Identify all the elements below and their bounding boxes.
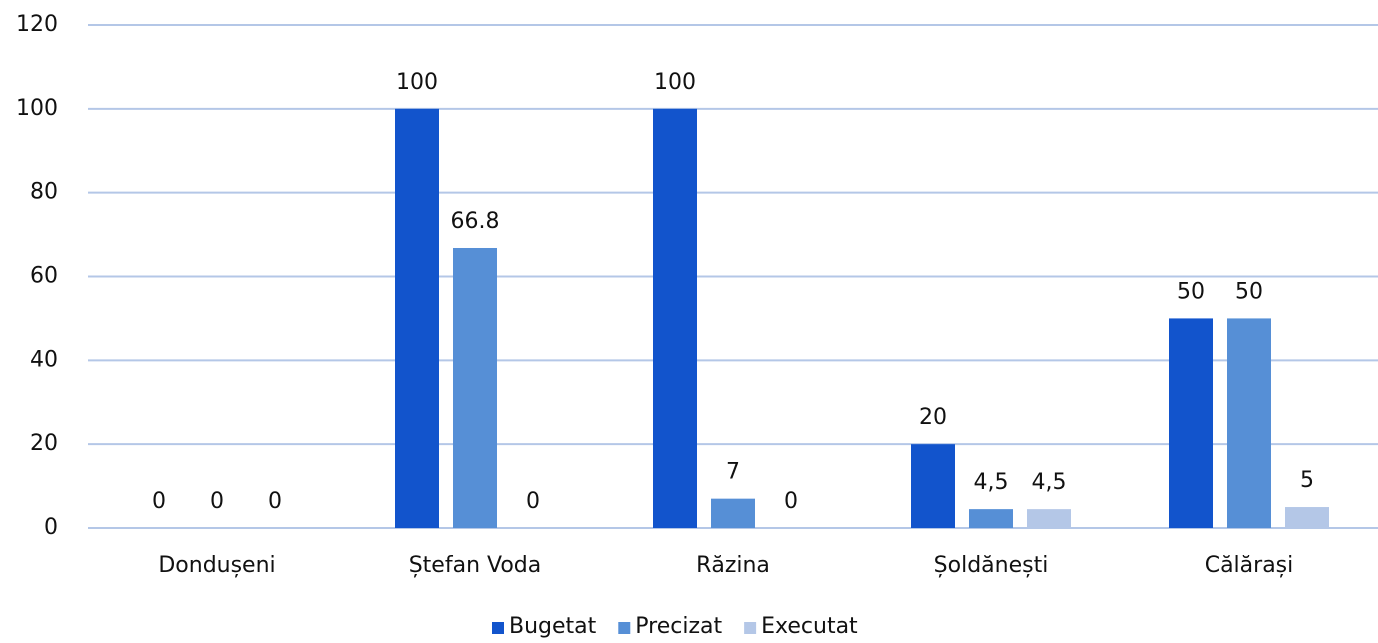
- y-tick-label: 40: [30, 347, 58, 372]
- data-label: 100: [396, 70, 438, 95]
- y-tick-label: 60: [30, 264, 58, 289]
- data-label: 20: [919, 405, 947, 430]
- data-label: 50: [1235, 279, 1263, 304]
- bar: [395, 108, 439, 528]
- legend-label: Executat: [761, 614, 858, 639]
- y-tick-label: 120: [16, 12, 58, 37]
- bar: [453, 247, 497, 528]
- legend-label: Bugetat: [509, 614, 597, 639]
- data-label: 0: [152, 489, 166, 514]
- data-label: 50: [1177, 279, 1205, 304]
- data-label: 0: [784, 489, 798, 514]
- y-tick-label: 100: [16, 96, 58, 121]
- data-label: 0: [526, 489, 540, 514]
- legend-swatch: [492, 622, 504, 634]
- x-tick-label: Dondușeni: [158, 553, 275, 578]
- bar: [911, 444, 955, 528]
- data-label: 7: [726, 460, 740, 485]
- bar: [1169, 318, 1213, 528]
- y-tick-label: 20: [30, 431, 58, 456]
- legend-swatch: [618, 622, 631, 634]
- data-label: 4,5: [1032, 470, 1067, 495]
- bar: [653, 108, 697, 528]
- data-label: 5: [1300, 468, 1314, 493]
- y-tick-label: 80: [30, 180, 58, 205]
- data-label: 100: [654, 70, 696, 95]
- legend-swatch: [744, 622, 757, 634]
- bar: [711, 498, 755, 528]
- legend-label: Precizat: [635, 614, 722, 639]
- data-label: 0: [210, 489, 224, 514]
- data-label: 66.8: [451, 209, 500, 234]
- data-label: 0: [268, 489, 282, 514]
- x-tick-label: Șoldănești: [934, 553, 1049, 578]
- bar: [969, 509, 1013, 528]
- bar: [1027, 509, 1071, 528]
- x-tick-label: Călărași: [1205, 553, 1294, 578]
- bar: [1285, 507, 1329, 528]
- bar: [1227, 318, 1271, 528]
- y-tick-label: 0: [44, 515, 58, 540]
- x-tick-label: Răzina: [696, 553, 770, 578]
- data-label: 4,5: [974, 470, 1009, 495]
- x-tick-label: Ștefan Voda: [409, 553, 542, 578]
